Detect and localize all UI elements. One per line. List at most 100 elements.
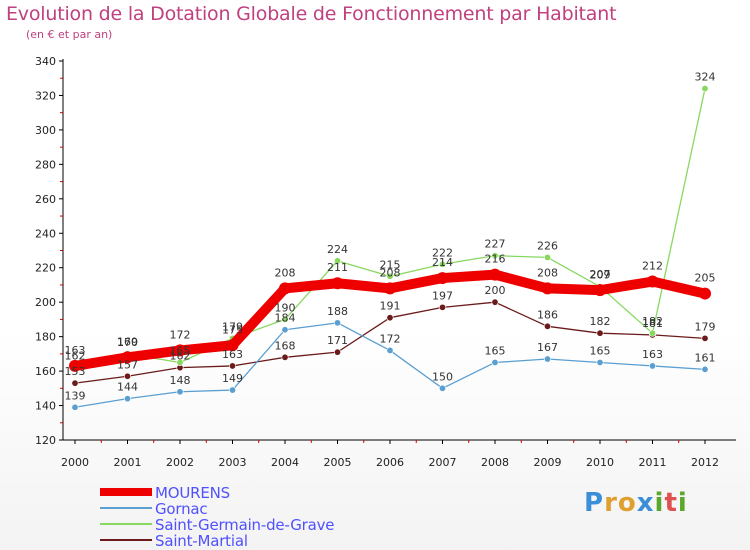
data-point-mourens	[594, 284, 606, 297]
data-point-mourens	[436, 272, 449, 285]
data-point-saint-germain-de-grave	[701, 85, 709, 93]
x-tick-label: 2006	[376, 456, 404, 469]
data-point-saint-martial	[596, 329, 604, 337]
data-point-gornac	[71, 403, 79, 411]
logo-letter: i	[654, 488, 665, 518]
logo-letter: P	[584, 488, 605, 518]
data-label-gornac: 188	[327, 305, 348, 318]
y-tick-label: 260	[35, 193, 56, 206]
data-point-mourens	[279, 282, 291, 295]
data-point-saint-germain-de-grave	[281, 315, 289, 323]
chart-subtitle: (en € et par an)	[26, 28, 113, 41]
x-tick-label: 2000	[61, 456, 89, 469]
legend-swatch-mourens	[100, 488, 152, 496]
x-tick-label: 2010	[586, 456, 614, 469]
legend-swatch-gornac	[100, 507, 152, 509]
data-label-saint-germain-de-grave: 165	[170, 344, 191, 357]
logo-letter: x	[636, 488, 655, 518]
data-label-saint-germain-de-grave: 182	[642, 315, 663, 328]
logo-letter: r	[604, 488, 618, 518]
y-tick-label: 120	[35, 434, 56, 447]
data-point-gornac	[438, 384, 446, 392]
data-label-gornac: 149	[222, 372, 243, 385]
data-label-saint-germain-de-grave: 222	[432, 246, 453, 259]
y-tick-label: 220	[35, 262, 56, 275]
data-point-saint-martial	[701, 334, 709, 342]
data-point-mourens	[489, 268, 501, 281]
y-tick-label: 200	[35, 296, 56, 309]
y-tick-label: 320	[35, 89, 56, 102]
data-point-mourens	[699, 287, 711, 300]
data-point-saint-germain-de-grave	[333, 257, 341, 265]
legend-swatch-saint-martial	[100, 539, 152, 541]
data-label-saint-martial: 163	[222, 348, 243, 361]
data-label-mourens: 214	[432, 256, 453, 269]
data-label-gornac: 165	[590, 344, 611, 357]
y-tick-label: 160	[35, 365, 56, 378]
data-point-saint-martial	[438, 303, 446, 311]
data-label-saint-germain-de-grave: 162	[65, 350, 86, 363]
data-label-gornac: 163	[642, 348, 663, 361]
legend-swatch-saint-germain-de-grave	[100, 523, 152, 525]
data-label-mourens: 205	[695, 272, 716, 285]
data-label-saint-martial: 186	[537, 308, 558, 321]
data-label-saint-germain-de-grave: 226	[537, 239, 558, 252]
y-tick-label: 300	[35, 124, 56, 137]
y-tick-label: 180	[35, 331, 56, 344]
data-point-saint-germain-de-grave	[386, 272, 394, 280]
data-point-mourens	[174, 344, 186, 357]
x-tick-label: 2012	[691, 456, 719, 469]
data-point-mourens	[331, 277, 344, 290]
data-point-gornac	[701, 365, 709, 373]
data-point-mourens	[69, 359, 81, 372]
legend-label-gornac: Gornac	[155, 500, 208, 518]
logo-letter: i	[677, 488, 688, 518]
data-point-saint-germain-de-grave	[543, 253, 551, 261]
x-tick-label: 2011	[639, 456, 667, 469]
x-tick-label: 2009	[534, 456, 562, 469]
logo-letter: t	[664, 488, 678, 518]
y-tick-label: 240	[35, 227, 56, 240]
x-tick-label: 2007	[429, 456, 457, 469]
data-point-saint-germain-de-grave	[648, 329, 656, 337]
data-label-saint-martial: 181	[642, 317, 663, 330]
data-point-gornac	[281, 326, 289, 334]
data-point-saint-martial	[386, 314, 394, 322]
data-point-gornac	[543, 355, 551, 363]
data-label-saint-germain-de-grave: 179	[222, 320, 243, 333]
data-label-mourens: 212	[642, 260, 663, 273]
data-label-saint-germain-de-grave: 170	[117, 336, 138, 349]
data-label-gornac: 167	[537, 341, 558, 354]
series-line-saint-germain-de-grave	[74, 88, 706, 369]
data-point-saint-martial	[491, 298, 499, 306]
data-label-mourens: 211	[327, 261, 348, 274]
legend-label-saint-martial: Saint-Martial	[155, 532, 248, 550]
data-point-saint-martial	[281, 353, 289, 361]
x-tick-label: 2005	[324, 456, 352, 469]
data-point-saint-germain-de-grave	[176, 358, 184, 366]
data-label-mourens: 208	[537, 266, 558, 279]
data-label-mourens: 216	[485, 253, 506, 266]
chart-title: Evolution de la Dotation Globale de Fonc…	[6, 3, 617, 25]
data-label-saint-germain-de-grave: 190	[275, 301, 296, 314]
data-label-mourens: 175	[222, 323, 243, 336]
data-label-saint-martial: 171	[327, 334, 348, 347]
data-label-saint-germain-de-grave: 209	[590, 269, 611, 282]
data-label-mourens: 163	[65, 344, 86, 357]
data-point-saint-martial	[543, 322, 551, 330]
data-label-saint-martial: 168	[275, 339, 296, 352]
y-tick-label: 280	[35, 158, 56, 171]
data-label-gornac: 148	[170, 374, 191, 387]
data-point-saint-martial	[229, 362, 237, 370]
data-label-gornac: 172	[380, 332, 401, 345]
y-tick-label: 140	[35, 400, 56, 413]
data-point-saint-martial	[71, 379, 79, 387]
data-label-saint-martial: 153	[65, 365, 86, 378]
data-point-gornac	[648, 362, 656, 370]
data-label-saint-martial: 179	[695, 320, 716, 333]
data-point-saint-germain-de-grave	[491, 252, 499, 260]
data-label-gornac: 165	[485, 344, 506, 357]
data-label-saint-martial: 197	[432, 289, 453, 302]
data-point-mourens	[384, 282, 396, 295]
